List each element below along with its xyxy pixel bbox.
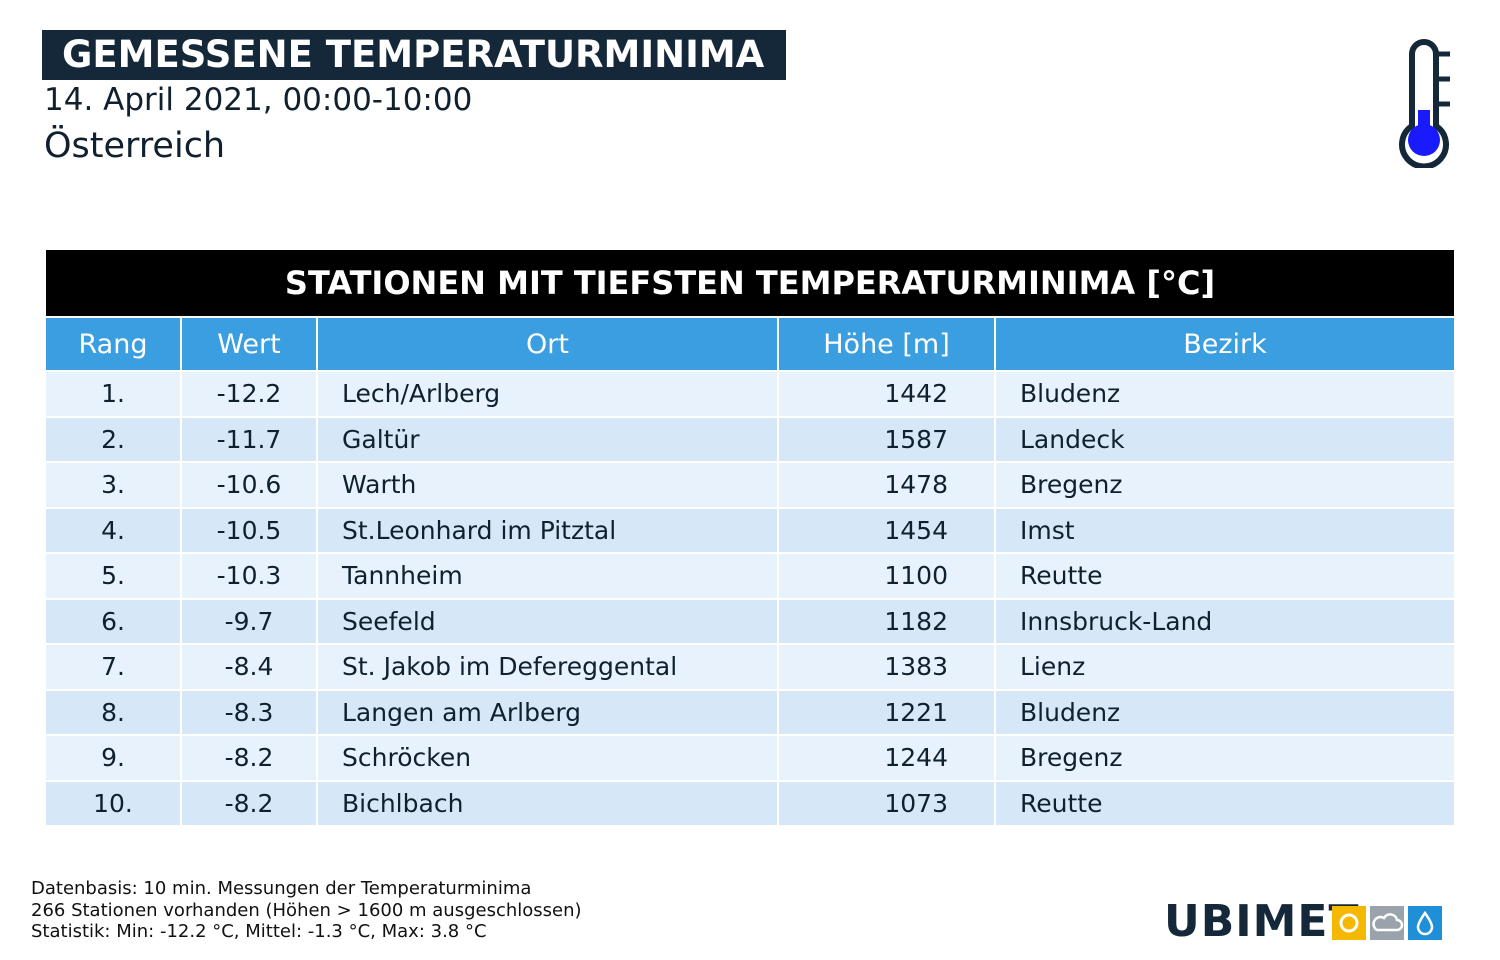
column-header: Rang (78, 328, 148, 360)
table-cell: Seefeld (316, 599, 777, 643)
table-cell: 1221 (777, 690, 994, 734)
table-row: 2. -11.7 Galtür 1587 Landeck (46, 415, 1454, 461)
table-cell: Schröcken (316, 736, 777, 780)
table-cell: 1073 (777, 781, 994, 825)
table-cell: 3. (101, 470, 125, 500)
table-cell: St. Jakob im Defereggental (316, 645, 777, 689)
table-cell: -10.3 (180, 554, 316, 598)
table-cell: 2. (101, 424, 125, 454)
column-header: Bezirk (994, 318, 1454, 370)
footer: Datenbasis: 10 min. Messungen der Temper… (31, 878, 582, 943)
table-cell: Reutte (994, 554, 1454, 598)
table-cell: -10.6 (180, 463, 316, 507)
table-cell: Bludenz (994, 372, 1454, 416)
table-cell: St.Leonhard im Pitztal (316, 508, 777, 552)
table-cell: 1442 (777, 372, 994, 416)
table-row: 7. -8.4 St. Jakob im Defereggental 1383 Lien… (46, 643, 1454, 689)
table-cell: Lech/Arlberg (316, 372, 777, 416)
table-cell: Landeck (994, 417, 1454, 461)
table-cell: 5. (101, 561, 125, 591)
column-header: Ort (316, 318, 777, 370)
table-row: 9. -8.2 Schröcken 1244 Bregenz (46, 734, 1454, 780)
table-row: 10. -8.2 Bichlbach 1073 Reutte (46, 779, 1454, 825)
table-cell: -8.2 (180, 781, 316, 825)
table-cell: Warth (316, 463, 777, 507)
footer-line: Statistik: Min: -12.2 °C, Mittel: -1.3 °… (31, 921, 487, 942)
table-cell: 4. (101, 515, 125, 545)
table-title: STATIONEN MIT TIEFSTEN TEMPERATURMINIMA … (46, 250, 1454, 316)
table-row: 5. -10.3 Tannheim 1100 Reutte (46, 552, 1454, 598)
table-cell: Lienz (994, 645, 1454, 689)
table-cell: 8. (101, 697, 125, 727)
table-cell: Bichlbach (316, 781, 777, 825)
table-cell: -11.7 (180, 417, 316, 461)
table-cell: 9. (101, 743, 125, 773)
table-cell: 7. (101, 652, 125, 682)
table-row: 6. -9.7 Seefeld 1182 Innsbruck-Land (46, 597, 1454, 643)
table-cell: 1100 (777, 554, 994, 598)
column-header: Wert (180, 318, 316, 370)
footer-line: Datenbasis: 10 min. Messungen der Temper… (31, 878, 532, 899)
table-cell: Bregenz (994, 463, 1454, 507)
title: GEMESSENE TEMPERATURMINIMA (42, 30, 786, 80)
table-cell: 1. (101, 379, 125, 409)
table-row: 3. -10.6 Warth 1478 Bregenz (46, 461, 1454, 507)
table-cell: 1587 (777, 417, 994, 461)
table-row: 8. -8.3 Langen am Arlberg 1221 Bludenz (46, 688, 1454, 734)
table-cell: 10. (93, 788, 133, 818)
region: Österreich (44, 126, 226, 166)
table-cell: Galtür (316, 417, 777, 461)
table-cell: 1478 (777, 463, 994, 507)
header-row: Rang Wert Ort Höhe [m] Bezirk (46, 316, 1454, 370)
table-cell: Imst (994, 508, 1454, 552)
table-cell: Bregenz (994, 736, 1454, 780)
table-cell: 1383 (777, 645, 994, 689)
footer-line: 266 Stationen vorhanden (Höhen > 1600 m … (31, 899, 582, 921)
table-row: 1. -12.2 Lech/Arlberg 1442 Bludenz (46, 370, 1454, 416)
table-cell: Reutte (994, 781, 1454, 825)
column-header: Höhe [m] (777, 318, 994, 370)
logo-icons (1332, 906, 1442, 940)
table-cell: -8.4 (180, 645, 316, 689)
thermometer-icon (1399, 39, 1450, 168)
table-cell: Langen am Arlberg (316, 690, 777, 734)
table-cell: -12.2 (180, 372, 316, 416)
table-cell: -8.2 (180, 736, 316, 780)
table-cell: -8.3 (180, 690, 316, 734)
table-cell: Innsbruck-Land (994, 599, 1454, 643)
table-cell: 1182 (777, 599, 994, 643)
table-cell: 1454 (777, 508, 994, 552)
table-cell: Tannheim (316, 554, 777, 598)
logo: UBIMET (1164, 896, 1360, 947)
table-row: 4. -10.5 St.Leonhard im Pitztal 1454 Imst (46, 506, 1454, 552)
table-cell: -10.5 (180, 508, 316, 552)
table: STATIONEN MIT TIEFSTEN TEMPERATURMINIMA … (46, 250, 1454, 825)
table-cell: 1244 (777, 736, 994, 780)
table-cell: Bludenz (994, 690, 1454, 734)
table-cell: -9.7 (180, 599, 316, 643)
date: 14. April 2021, 00:00-10:00 (44, 82, 473, 118)
table-cell: 6. (101, 606, 125, 636)
